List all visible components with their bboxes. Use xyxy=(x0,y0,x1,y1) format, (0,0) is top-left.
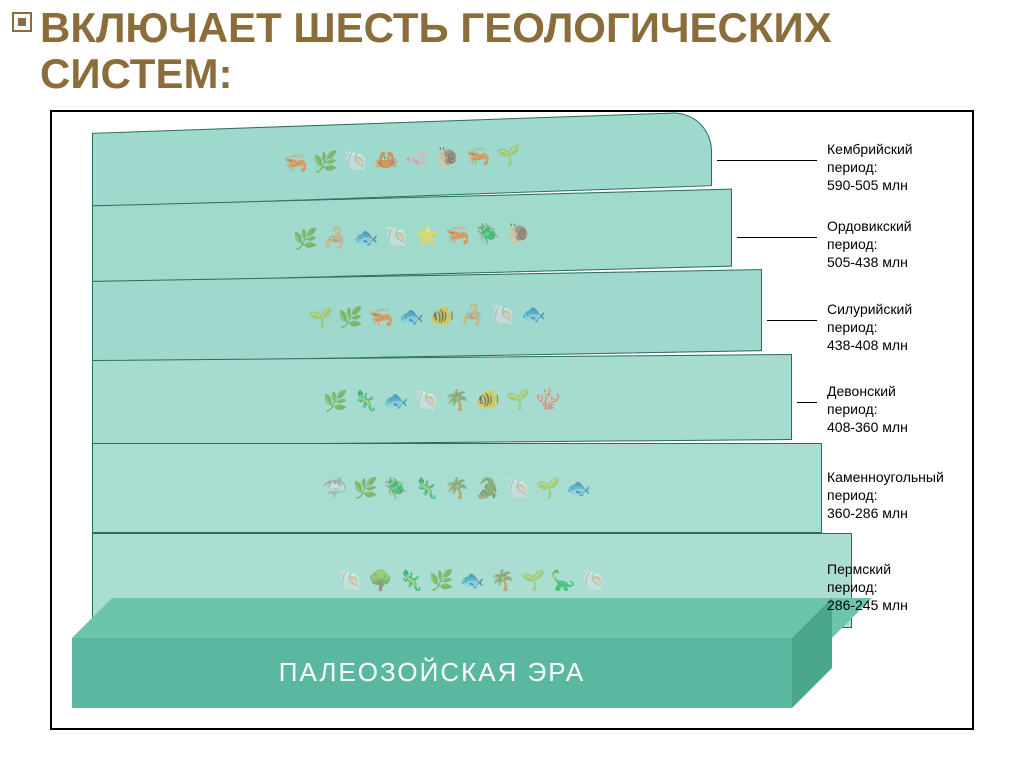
layer-ordovician: 🌿 🦂 🐟 🐚 ⭐ 🦐 🪲 🐌 xyxy=(92,189,732,284)
layer-carboniferous: 🦈 🌿 🪲 🦎 🌴 🐊 🐚 🌱 🐟 xyxy=(92,443,822,533)
leader-line xyxy=(737,237,817,238)
period-range: 286-245 млн xyxy=(827,596,908,614)
period-range: 505-438 млн xyxy=(827,253,912,271)
period-name: Девонский xyxy=(827,382,908,400)
period-range: 408-360 млн xyxy=(827,418,908,436)
period-label-carboniferous: Каменноугольный период: 360-286 млн xyxy=(827,468,944,523)
leader-line xyxy=(767,320,817,321)
period-name: Ордовикский xyxy=(827,217,912,235)
layer-devonian: 🌿 🦎 🐟 🐚 🌴 🐠 🌱 🪸 xyxy=(92,354,792,446)
period-word: период: xyxy=(827,486,944,504)
period-range: 590-505 млн xyxy=(827,176,913,194)
period-label-ordovician: Ордовикский период: 505-438 млн xyxy=(827,217,912,272)
period-word: период: xyxy=(827,578,908,596)
period-word: период: xyxy=(827,158,913,176)
fauna-glyphs: 🌱 🌿 🦐 🐟 🐠 🦂 🐚 🐟 xyxy=(93,270,761,362)
period-label-silurian: Силурийский период: 438-408 млн xyxy=(827,300,912,355)
era-label: ПАЛЕОЗОЙСКАЯ ЭРА xyxy=(112,657,752,688)
period-name: Каменноугольный xyxy=(827,468,944,486)
fauna-glyphs: 🌿 🦂 🐟 🐚 ⭐ 🦐 🪲 🐌 xyxy=(93,190,731,283)
base-top-face xyxy=(72,598,872,638)
period-label-cambrian: Кембрийский период: 590-505 млн xyxy=(827,140,913,195)
layer-silurian: 🌱 🌿 🦐 🐟 🐠 🦂 🐚 🐟 xyxy=(92,269,762,363)
period-label-permian: Пермский период: 286-245 млн xyxy=(827,560,908,615)
period-range: 360-286 млн xyxy=(827,504,944,522)
leader-line xyxy=(797,402,817,403)
leader-line xyxy=(717,160,817,161)
fauna-glyphs: 🌿 🦎 🐟 🐚 🌴 🐠 🌱 🪸 xyxy=(93,355,791,445)
diagram: 🦐 🌿 🐚 🦀 🪱 🐌 🦐 🌱 🌿 🦂 🐟 🐚 ⭐ 🦐 🪲 🐌 🌱 🌿 🦐 🐟 … xyxy=(52,112,972,728)
period-name: Силурийский xyxy=(827,300,912,318)
period-word: период: xyxy=(827,235,912,253)
period-label-devonian: Девонский период: 408-360 млн xyxy=(827,382,908,437)
period-word: период: xyxy=(827,400,908,418)
period-name: Пермский xyxy=(827,560,908,578)
period-name: Кембрийский xyxy=(827,140,913,158)
page-title: ВКЛЮЧАЕТ ШЕСТЬ ГЕОЛОГИЧЕСКИХ СИСТЕМ: xyxy=(40,5,1004,97)
bullet-icon xyxy=(12,12,32,32)
geological-layers: 🦐 🌿 🐚 🦀 🪱 🐌 🦐 🌱 🌿 🦂 🐟 🐚 ⭐ 🦐 🪲 🐌 🌱 🌿 🦐 🐟 … xyxy=(92,122,742,632)
period-word: период: xyxy=(827,318,912,336)
fauna-glyphs: 🦈 🌿 🪲 🦎 🌴 🐊 🐚 🌱 🐟 xyxy=(93,444,821,532)
period-range: 438-408 млн xyxy=(827,336,912,354)
diagram-frame: 🦐 🌿 🐚 🦀 🪱 🐌 🦐 🌱 🌿 🦂 🐟 🐚 ⭐ 🦐 🪲 🐌 🌱 🌿 🦐 🐟 … xyxy=(50,110,974,730)
